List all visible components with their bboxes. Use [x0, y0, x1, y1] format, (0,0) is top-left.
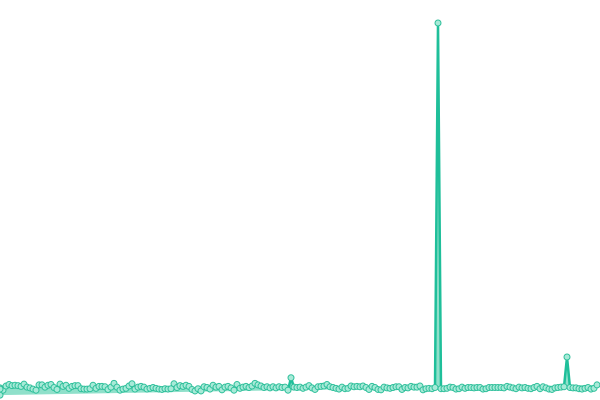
data-point: [230, 386, 238, 394]
data-point: [0, 385, 4, 393]
data-point: [128, 380, 136, 388]
data-point: [434, 19, 442, 27]
data-point: [284, 386, 292, 394]
data-point: [563, 353, 571, 361]
markers: [0, 19, 600, 399]
data-point: [32, 386, 40, 394]
data-point: [431, 384, 439, 392]
data-point: [287, 374, 295, 382]
data-point: [593, 381, 600, 389]
area-fill: [0, 23, 597, 396]
series-line: [0, 21, 598, 396]
data-point: [53, 385, 61, 393]
data-point: [560, 383, 568, 391]
